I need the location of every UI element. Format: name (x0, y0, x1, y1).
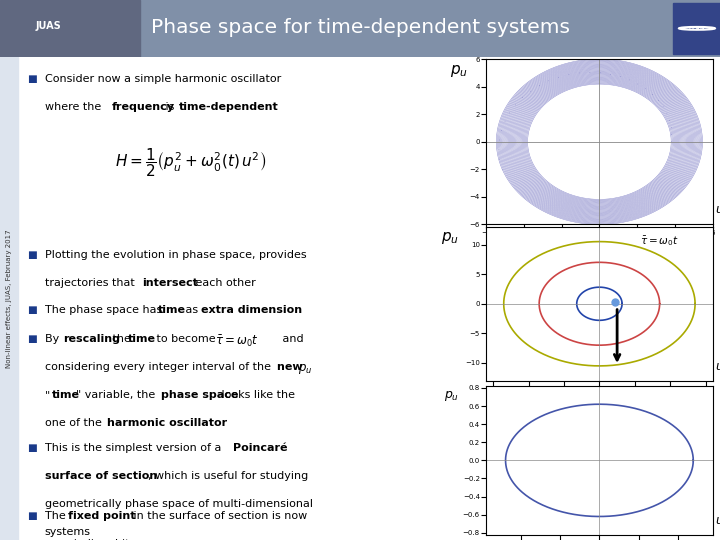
Text: " variable, the: " variable, the (76, 390, 158, 400)
Text: ": " (45, 390, 50, 400)
Text: time: time (128, 334, 156, 343)
Text: By: By (45, 334, 63, 343)
Text: where the: where the (45, 102, 104, 112)
Text: ■: ■ (27, 73, 37, 84)
Text: CERN: CERN (688, 26, 706, 31)
Text: a periodic orbit: a periodic orbit (45, 539, 129, 540)
Text: JUAS: JUAS (36, 21, 62, 31)
Text: new: new (277, 362, 307, 372)
Text: Phase space for time-dependent systems: Phase space for time-dependent systems (151, 18, 570, 37)
Text: frequency: frequency (112, 102, 174, 112)
Text: time: time (158, 305, 186, 315)
Text: time-dependent: time-dependent (179, 102, 279, 112)
Text: ■: ■ (27, 250, 37, 260)
Text: $\bar{\tau} = \omega_0 t$: $\bar{\tau} = \omega_0 t$ (640, 234, 679, 248)
Text: , which is useful for studying: , which is useful for studying (148, 471, 308, 481)
Text: $u$: $u$ (715, 360, 720, 373)
Text: considering every integer interval of the: considering every integer interval of th… (45, 362, 274, 372)
Text: trajectories that: trajectories that (45, 278, 138, 288)
Text: $p_u$: $p_u$ (441, 230, 459, 246)
Text: $p_u$: $p_u$ (298, 362, 312, 376)
Text: systems: systems (45, 528, 91, 537)
Text: as: as (182, 305, 202, 315)
Text: Plotting the evolution in phase space, provides: Plotting the evolution in phase space, p… (45, 250, 306, 260)
Text: ■: ■ (27, 511, 37, 521)
Text: $u$: $u$ (715, 514, 720, 527)
Text: ■: ■ (27, 305, 37, 315)
Text: phase space: phase space (161, 390, 238, 400)
Text: the: the (109, 334, 134, 343)
Text: $u$: $u$ (715, 203, 720, 216)
Bar (673, 3, 720, 54)
Text: $p_u$: $p_u$ (450, 63, 468, 79)
Text: to become: to become (153, 334, 215, 343)
Text: extra dimension: extra dimension (201, 305, 302, 315)
Text: one of the: one of the (45, 418, 105, 428)
Bar (0, 57, 18, 540)
Text: fixed point: fixed point (68, 511, 136, 521)
Text: The: The (45, 511, 69, 521)
Text: looks like the: looks like the (218, 390, 295, 400)
Bar (0, 0, 140, 57)
Text: $\bar{\tau} = \omega_0 t$: $\bar{\tau} = \omega_0 t$ (215, 334, 259, 349)
Text: each other: each other (192, 278, 256, 288)
Text: rescaling: rescaling (63, 334, 120, 343)
Text: ■: ■ (27, 334, 37, 343)
Text: Consider now a simple harmonic oscillator: Consider now a simple harmonic oscillato… (45, 73, 281, 84)
Text: in the surface of section is now: in the surface of section is now (130, 511, 307, 521)
Text: intersect: intersect (143, 278, 199, 288)
Text: ■: ■ (27, 443, 37, 454)
Text: and: and (279, 334, 303, 343)
Text: is: is (162, 102, 178, 112)
Text: time: time (52, 390, 80, 400)
Text: Non-linear effects, JUAS, February 2017: Non-linear effects, JUAS, February 2017 (6, 229, 12, 368)
Text: $H = \dfrac{1}{2}\left(p_u^2 + \omega_0^2(t)\,u^2\right)$: $H = \dfrac{1}{2}\left(p_u^2 + \omega_0^… (115, 146, 266, 179)
Text: surface of section: surface of section (45, 471, 157, 481)
Text: The phase space has: The phase space has (45, 305, 166, 315)
Text: harmonic oscillator: harmonic oscillator (107, 418, 227, 428)
Text: $p_u$: $p_u$ (444, 389, 459, 403)
Text: geometrically phase space of multi-dimensional: geometrically phase space of multi-dimen… (45, 500, 312, 509)
Text: This is the simplest version of a: This is the simplest version of a (45, 443, 225, 454)
Text: Poincaré: Poincaré (233, 443, 288, 454)
